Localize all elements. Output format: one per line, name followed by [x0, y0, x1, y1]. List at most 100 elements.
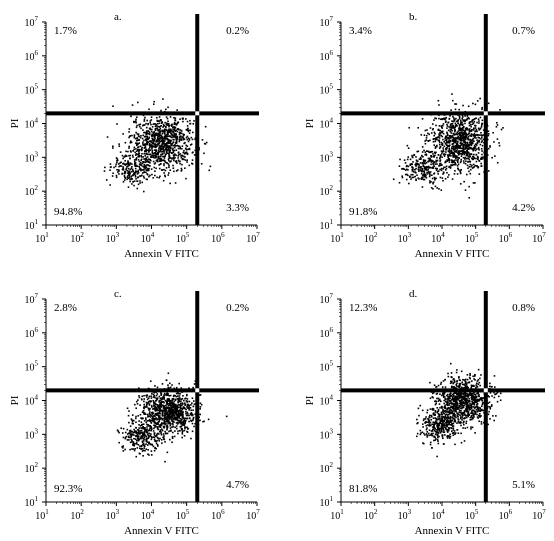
scatter-point — [476, 133, 478, 136]
scatter-point — [135, 157, 138, 159]
scatter-point — [189, 407, 192, 409]
scatter-point — [144, 417, 147, 419]
scatter-point — [474, 143, 477, 145]
scatter-point — [127, 160, 129, 162]
scatter-point — [167, 405, 170, 407]
scatter-point — [467, 151, 470, 154]
scatter-point — [145, 150, 148, 152]
scatter-point — [172, 144, 175, 147]
scatter-point — [151, 140, 153, 142]
scatter-point — [467, 116, 470, 119]
scatter-point — [151, 145, 154, 148]
scatter-point — [491, 156, 493, 159]
scatter-point — [180, 139, 183, 141]
scatter-point — [476, 142, 479, 145]
scatter-point — [430, 414, 433, 417]
scatter-point — [162, 147, 164, 149]
scatter-point — [411, 166, 413, 168]
scatter-point — [139, 167, 141, 169]
scatter-point — [144, 159, 147, 161]
scatter-point — [133, 164, 136, 166]
scatter-point — [161, 140, 164, 142]
scatter-point — [426, 427, 428, 429]
scatter-point — [480, 409, 482, 411]
scatter-point — [453, 415, 456, 418]
scatter-point — [453, 379, 456, 382]
scatter-point — [479, 97, 481, 100]
scatter-point — [474, 147, 476, 150]
scatter-point — [143, 434, 146, 437]
scatter-point — [151, 149, 154, 152]
scatter-point — [449, 128, 452, 131]
scatter-point — [124, 177, 127, 180]
scatter-point — [474, 401, 476, 403]
scatter-point — [464, 158, 466, 160]
scatter-point — [411, 170, 414, 172]
scatter-point — [433, 423, 436, 426]
scatter-point — [153, 138, 156, 141]
scatter-point — [177, 422, 180, 424]
scatter-point — [185, 412, 187, 415]
scatter-point — [123, 175, 126, 177]
scatter-point — [156, 159, 159, 161]
scatter-point — [156, 436, 159, 439]
scatter-point — [192, 416, 195, 419]
scatter-point — [459, 170, 461, 173]
scatter-point — [174, 156, 176, 159]
scatter-point — [444, 406, 446, 408]
scatter-point — [441, 406, 443, 408]
scatter-point — [152, 399, 155, 402]
scatter-point — [433, 119, 435, 121]
scatter-point — [143, 420, 146, 422]
scatter-point — [145, 153, 147, 155]
scatter-point — [202, 420, 204, 423]
scatter-point — [182, 118, 184, 120]
scatter-point — [165, 150, 168, 153]
gate-handle[interactable] — [195, 111, 200, 116]
scatter-point — [187, 403, 189, 406]
y-tick-label: 102 — [320, 184, 334, 198]
scatter-point — [172, 420, 174, 423]
scatter-point — [474, 135, 477, 137]
x-axis-label: Annexin V FITC — [415, 248, 490, 260]
scatter-point — [163, 435, 165, 437]
scatter-point — [453, 412, 456, 415]
scatter-point — [411, 154, 413, 157]
scatter-point — [142, 437, 144, 440]
scatter-point — [168, 411, 171, 413]
scatter-point — [128, 145, 130, 148]
scatter-point — [428, 151, 430, 154]
scatter-point — [159, 408, 162, 411]
scatter-point — [140, 169, 142, 172]
scatter-point — [167, 146, 170, 148]
scatter-point — [142, 406, 145, 409]
scatter-point — [409, 163, 412, 166]
scatter-point — [458, 134, 461, 136]
scatter-point — [150, 433, 152, 435]
scatter-point — [138, 431, 140, 433]
scatter-point — [469, 161, 472, 163]
scatter-point — [447, 395, 449, 398]
scatter-point — [451, 99, 454, 102]
scatter-point — [158, 395, 161, 398]
scatter-point — [425, 139, 428, 141]
scatter-point — [462, 137, 465, 139]
gate-handle[interactable] — [483, 111, 488, 116]
scatter-point — [172, 410, 174, 413]
scatter-point — [444, 153, 447, 156]
scatter-point — [138, 420, 140, 422]
scatter-point — [455, 120, 458, 123]
scatter-point — [480, 409, 483, 412]
scatter-point — [168, 394, 171, 397]
scatter-point — [157, 432, 159, 435]
scatter-point — [144, 430, 146, 433]
scatter-point — [135, 407, 138, 410]
scatter-point — [118, 165, 120, 168]
scatter-point — [139, 431, 142, 434]
scatter-point — [464, 392, 467, 395]
gate-handle[interactable] — [195, 388, 200, 393]
scatter-point — [481, 400, 484, 402]
scatter-point — [127, 171, 130, 174]
scatter-point — [462, 422, 465, 424]
scatter-point — [131, 414, 134, 416]
